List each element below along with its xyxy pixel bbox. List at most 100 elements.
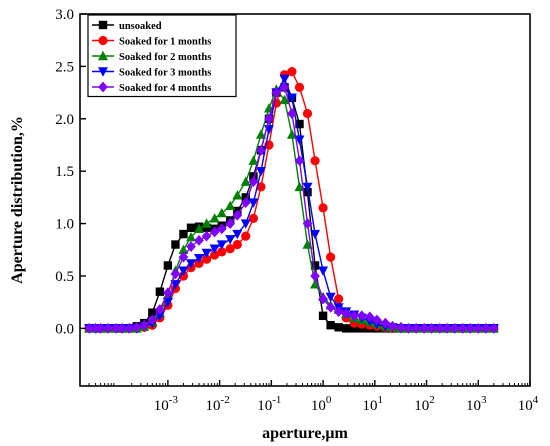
data-point — [248, 213, 259, 223]
legend-label: Soaked for 1 months — [119, 37, 211, 48]
y-tick-label: 2.5 — [55, 59, 74, 75]
data-point — [264, 113, 274, 125]
data-point — [111, 322, 121, 334]
y-axis-title: Aperture distribution,% — [9, 116, 26, 284]
data-point — [255, 129, 266, 139]
data-point — [473, 322, 484, 334]
x-axis-title: aperture,μm — [262, 425, 348, 442]
data-point — [216, 207, 227, 218]
series-5 — [84, 81, 499, 334]
data-point — [279, 74, 290, 85]
y-tick-label: 1.5 — [55, 164, 74, 180]
data-point — [90, 322, 101, 334]
data-point — [240, 219, 251, 229]
data-point — [225, 244, 235, 254]
data-point — [318, 311, 328, 320]
data-point — [240, 197, 251, 209]
data-point — [310, 279, 321, 289]
data-point — [201, 248, 212, 259]
data-point — [170, 280, 181, 290]
x-tick-label: 100 — [311, 394, 332, 414]
series-2 — [84, 67, 499, 333]
x-tick-label: 104 — [518, 394, 539, 414]
data-point — [170, 268, 181, 280]
x-tick-label: 10-3 — [154, 394, 179, 414]
data-point — [225, 235, 236, 245]
data-point — [162, 297, 173, 308]
data-point — [232, 190, 243, 200]
data-point — [95, 322, 106, 334]
data-point — [124, 322, 135, 334]
data-point — [372, 314, 382, 326]
data-point — [326, 252, 336, 262]
data-point — [209, 213, 220, 223]
legend-label: Soaked for 2 months — [119, 52, 211, 63]
x-tick-label: 102 — [414, 394, 435, 414]
legend-label: Soaked for 4 months — [119, 83, 211, 94]
data-point — [294, 155, 305, 167]
series-line — [89, 86, 494, 330]
data-point — [287, 67, 297, 77]
data-point — [194, 234, 204, 246]
data-point — [194, 253, 205, 264]
data-point — [186, 259, 197, 269]
data-point — [216, 223, 227, 235]
plot-frame — [79, 13, 531, 387]
data-point — [163, 287, 173, 299]
data-point — [201, 218, 212, 228]
data-point — [186, 223, 196, 232]
data-point — [403, 322, 414, 334]
data-point — [318, 266, 329, 276]
data-point — [163, 261, 173, 270]
data-point — [248, 176, 259, 188]
series-line — [89, 86, 494, 330]
y-tick-label: 0.5 — [55, 269, 74, 285]
data-point — [186, 232, 197, 242]
data-point — [457, 322, 468, 334]
data-point — [442, 322, 452, 334]
data-point — [294, 181, 305, 192]
legend: unsoaked Soaked for 1 months Soaked for 2 … — [87, 14, 237, 98]
data-point — [481, 322, 491, 334]
data-point — [318, 293, 328, 305]
legend-item: Soaked for 2 months — [92, 50, 211, 63]
data-point — [419, 322, 429, 334]
y-tick-label: 3.0 — [55, 7, 74, 23]
x-tick-label: 10-2 — [206, 394, 230, 414]
data-point — [310, 270, 320, 282]
data-point — [387, 320, 398, 332]
data-point — [310, 229, 321, 240]
y-tick-label: 0.0 — [55, 321, 74, 337]
data-point — [333, 306, 344, 317]
data-point — [302, 239, 313, 249]
data-point — [326, 321, 335, 330]
data-point — [147, 314, 158, 326]
data-point — [241, 231, 251, 241]
data-point — [178, 266, 189, 276]
series-line — [89, 88, 494, 330]
data-point — [356, 310, 367, 322]
data-point — [225, 200, 236, 210]
data-point — [279, 94, 290, 105]
data-point — [426, 322, 437, 334]
legend-marker — [98, 35, 108, 46]
legend-marker — [98, 67, 108, 77]
data-point — [178, 244, 189, 254]
data-point — [380, 317, 391, 329]
data-point — [294, 135, 305, 145]
data-point — [248, 155, 259, 165]
data-point — [287, 108, 297, 119]
legend-label: Soaked for 3 months — [119, 68, 211, 79]
data-point — [232, 229, 243, 240]
legend-item: unsoaked — [92, 20, 162, 32]
data-point — [342, 324, 351, 333]
legend-marker — [98, 50, 108, 61]
data-point — [302, 182, 313, 193]
data-point — [209, 244, 220, 254]
legend-item: Soaked for 4 months — [92, 81, 211, 94]
data-point — [201, 230, 212, 242]
data-point — [310, 156, 320, 166]
data-point — [295, 119, 304, 129]
data-point — [411, 322, 421, 334]
